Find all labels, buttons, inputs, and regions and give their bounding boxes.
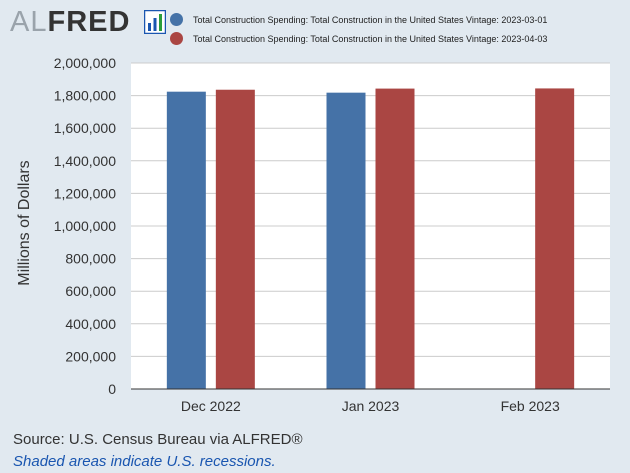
bar-series-1 (326, 92, 366, 389)
y-tick-label: 1,800,000 (54, 88, 116, 104)
x-tick-label: Feb 2023 (501, 398, 560, 414)
legend-marker-series-2 (170, 32, 183, 45)
logo-wordmark: ALFRED (10, 6, 131, 38)
bar-series-2 (375, 88, 415, 389)
chart-legend: Total Construction Spending: Total Const… (170, 10, 625, 48)
source-note: Source: U.S. Census Bureau via ALFRED® (13, 431, 303, 448)
y-tick-label: 0 (108, 381, 116, 397)
alfred-logo[interactable]: ALFRED (10, 4, 166, 40)
y-tick-label: 200,000 (65, 348, 116, 364)
x-tick-label: Jan 2023 (342, 398, 400, 414)
legend-label-series-1: Total Construction Spending: Total Const… (193, 14, 548, 25)
legend-marker-series-1 (170, 13, 183, 26)
y-tick-label: 800,000 (65, 251, 116, 267)
recession-note: Shaded areas indicate U.S. recessions. (13, 453, 276, 470)
y-tick-label: 1,600,000 (54, 120, 116, 136)
y-axis-label: Millions of Dollars (16, 160, 33, 285)
bar-series-2 (535, 88, 575, 389)
x-tick-label: Dec 2022 (181, 398, 241, 414)
bar-series-2 (215, 89, 255, 390)
bar-chart: 0 200,000 400,000 600,000 800,000 1,000,000 1,… (16, 55, 610, 414)
chart-bars-icon (144, 10, 166, 34)
bar-series-1 (166, 91, 206, 390)
y-tick-label: 2,000,000 (54, 55, 116, 71)
y-tick-label: 1,200,000 (54, 185, 116, 201)
y-tick-label: 1,400,000 (54, 153, 116, 169)
y-tick-label: 400,000 (65, 316, 116, 332)
legend-item-series-2[interactable]: Total Construction Spending: Total Const… (170, 29, 625, 48)
legend-item-series-1[interactable]: Total Construction Spending: Total Const… (170, 10, 625, 29)
y-tick-label: 1,000,000 (54, 218, 116, 234)
y-tick-label: 600,000 (65, 283, 116, 299)
legend-label-series-2: Total Construction Spending: Total Const… (193, 33, 548, 44)
